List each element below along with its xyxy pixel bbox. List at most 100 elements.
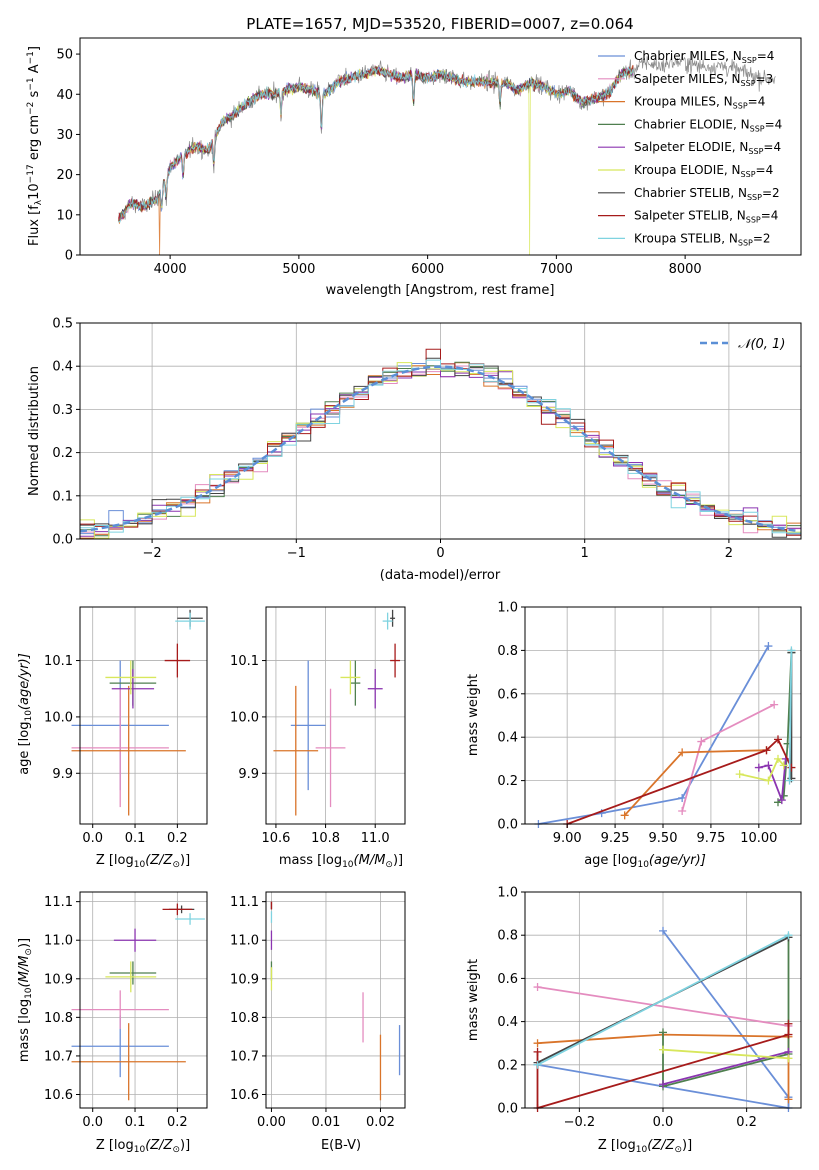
legend-label: Chabrier ELODIE, NSSP=4: [634, 117, 782, 133]
y-tick-label: 0.2: [52, 446, 73, 461]
plus-marker: [787, 763, 796, 772]
massZ-xlabel: Z [log10(Z/Z⊙)]: [96, 1138, 190, 1155]
plus-marker: [533, 1039, 542, 1048]
x-tick-label: 4000: [154, 262, 187, 277]
x-tick-label: 0.1: [125, 1115, 146, 1130]
plus-marker: [659, 926, 667, 935]
y-tick-label: 11.1: [44, 895, 73, 910]
model-spectrum-line: [118, 66, 634, 223]
y-tick-label: 1.0: [497, 886, 518, 901]
plus-marker: [678, 806, 687, 815]
y-tick-label: 0.2: [497, 774, 518, 789]
histogram-step-line: [79, 359, 801, 539]
massZ-ylabel: mass [log10(M/M⊙)]: [17, 938, 34, 1062]
y-tick-label: 20: [56, 168, 73, 183]
axes-frame: [79, 606, 208, 825]
x-tick-label: 0.2: [167, 1115, 188, 1130]
plus-marker: [764, 761, 773, 770]
legend-label: Chabrier STELIB, NSSP=2: [634, 186, 780, 202]
legend-label: Salpeter MILES, NSSP=3: [634, 72, 773, 88]
plus-marker: [774, 735, 782, 744]
y-tick-label: 30: [56, 128, 73, 143]
x-tick-label: 10.00: [740, 831, 777, 846]
mass-weight-line: [662, 1048, 789, 1060]
x-tick-label: 9.50: [649, 831, 678, 846]
mwZ-ylabel: mass weight: [466, 959, 481, 1041]
y-tick-label: 10.8: [230, 1011, 259, 1026]
plus-marker: [659, 1045, 667, 1054]
plus-marker: [697, 737, 706, 746]
mwAge-xlabel: age [log10(age/yr)]: [584, 853, 706, 870]
x-tick-label: 5000: [282, 262, 315, 277]
y-tick-label: 0.6: [497, 687, 518, 702]
residual-histogram-panel: −2 −1 0 1 2 0.0 0.1 0.2 0.3 0.4 0.5 (data-model)/e…: [27, 317, 802, 583]
y-tick-label: 0.3: [52, 403, 73, 418]
y-tick-label: 9.9: [238, 767, 259, 782]
mass-weight-line: [537, 934, 789, 1066]
y-tick-label: 11.0: [44, 934, 73, 949]
y-tick-label: 11.0: [230, 934, 259, 949]
plus-marker: [774, 754, 782, 763]
y-tick-label: 0.0: [52, 533, 73, 548]
legend-label: Chabrier MILES, NSSP=4: [634, 49, 774, 65]
x-tick-label: −0.2: [564, 1115, 596, 1130]
mass-weight-vs-metallicity-panel: −0.2 0.0 0.2 0.0 0.2 0.4 0.6 0.8 1.0 Z [log10(Z/…: [466, 886, 802, 1155]
plus-marker: [754, 763, 763, 772]
x-tick-label: 0: [436, 546, 444, 561]
mass-weight-line: [537, 986, 789, 1027]
legend-label: Salpeter STELIB, NSSP=4: [634, 209, 778, 225]
plus-marker: [770, 700, 779, 709]
y-tick-label: 10.6: [44, 1088, 73, 1103]
axes-frame: [265, 606, 406, 825]
y-tick-label: 10.0: [44, 710, 73, 725]
y-tick-label: 0: [65, 249, 73, 264]
y-tick-label: 0.8: [497, 644, 518, 659]
y-tick-label: 11.1: [230, 895, 259, 910]
x-tick-label: 0.0: [82, 831, 103, 846]
x-tick-label: 11.0: [361, 831, 390, 846]
axes-frame: [265, 891, 406, 1109]
axes-frame: [79, 891, 208, 1109]
mass-vs-metallicity-panel: 0.0 0.1 0.2 10.6 10.7 10.8 10.9 11.0 11.1 Z [log…: [17, 891, 208, 1155]
legend-label: Kroupa MILES, NSSP=4: [634, 95, 765, 111]
age-vs-metallicity-panel: 0.0 0.1 0.2 9.9 10.0 10.1 Z [log10(Z/Z⊙)] age…: [17, 606, 208, 870]
y-tick-label: 9.9: [52, 767, 73, 782]
y-tick-label: 0.2: [497, 1058, 518, 1073]
x-tick-label: 0.0: [653, 1115, 674, 1130]
mass-weight-line: [566, 737, 793, 825]
y-tick-label: 0.1: [52, 489, 73, 504]
x-tick-label: 0.1: [125, 831, 146, 846]
mass-weight-line: [537, 1033, 790, 1100]
y-tick-label: 0.5: [52, 317, 73, 332]
x-tick-label: 0.01: [311, 1115, 340, 1130]
spectrum-xlabel: wavelength [Angstrom, rest frame]: [326, 283, 555, 298]
plus-marker: [678, 793, 687, 802]
axes-frame: [524, 606, 802, 825]
plus-marker: [659, 1028, 667, 1037]
x-tick-label: 0.02: [366, 1115, 395, 1130]
x-tick-label: 0.0: [82, 1115, 103, 1130]
x-tick-label: 9.75: [696, 831, 725, 846]
plus-marker: [785, 776, 794, 785]
y-tick-label: 10.1: [44, 654, 73, 669]
ageM-xlabel: mass [log10(M/M⊙)]: [279, 853, 403, 870]
y-tick-label: 40: [56, 88, 73, 103]
y-tick-label: 10.8: [44, 1011, 73, 1026]
y-tick-label: 0.0: [497, 1102, 518, 1117]
legend-label: Salpeter ELODIE, NSSP=4: [634, 140, 781, 156]
x-tick-label: 6000: [411, 262, 444, 277]
plus-marker: [533, 1060, 542, 1069]
plus-marker: [784, 1030, 793, 1039]
y-tick-label: 10.6: [230, 1088, 259, 1103]
y-tick-label: 0.4: [497, 731, 518, 746]
y-tick-label: 10.7: [230, 1049, 259, 1064]
spectrum-legend: Chabrier MILES, NSSP=4 Salpeter MILES, NS…: [598, 49, 782, 247]
x-tick-label: 10.6: [261, 831, 290, 846]
y-tick-label: 10: [56, 208, 73, 223]
plus-marker: [784, 931, 793, 940]
plus-marker: [764, 776, 773, 785]
y-tick-label: 50: [56, 48, 73, 63]
x-tick-label: 9.25: [601, 831, 630, 846]
plus-marker: [764, 642, 773, 651]
legend-label: Kroupa ELODIE, NSSP=4: [634, 163, 773, 179]
